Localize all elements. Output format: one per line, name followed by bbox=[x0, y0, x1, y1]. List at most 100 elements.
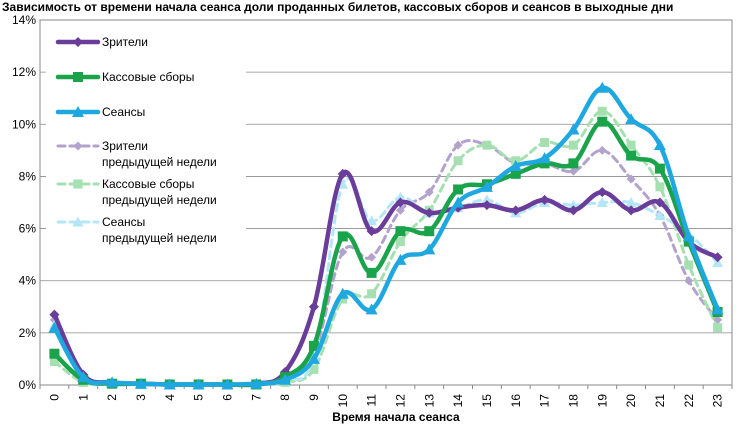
data-point bbox=[711, 303, 724, 315]
data-point bbox=[134, 377, 147, 389]
data-point bbox=[424, 207, 435, 218]
data-point bbox=[367, 289, 377, 299]
data-point bbox=[395, 197, 406, 208]
x-tick-label: 20 bbox=[624, 394, 638, 408]
legend-label: предыдущей недели bbox=[102, 193, 217, 207]
x-tick-label: 3 bbox=[134, 394, 148, 401]
y-tick-label: 12% bbox=[12, 65, 36, 79]
legend-label: предыдущей недели bbox=[102, 155, 217, 169]
data-point bbox=[366, 215, 378, 226]
data-point bbox=[308, 301, 319, 312]
x-tick-label: 23 bbox=[711, 394, 725, 408]
data-point bbox=[568, 166, 578, 176]
data-point bbox=[568, 140, 578, 150]
data-point bbox=[308, 340, 319, 351]
x-tick-label: 4 bbox=[163, 394, 177, 401]
data-point bbox=[395, 237, 405, 247]
data-point bbox=[625, 197, 637, 207]
legend-label: Кассовые сборы bbox=[102, 70, 194, 84]
data-point bbox=[49, 357, 59, 367]
data-point bbox=[596, 197, 608, 207]
y-tick-label: 8% bbox=[19, 169, 37, 183]
data-point bbox=[395, 226, 406, 237]
x-tick-label: 14 bbox=[451, 394, 465, 408]
data-point bbox=[366, 226, 377, 237]
x-tick-label: 5 bbox=[192, 394, 206, 401]
x-tick-label: 6 bbox=[220, 394, 234, 401]
legend-label: Сеансы bbox=[102, 105, 145, 119]
data-point bbox=[307, 352, 320, 364]
legend-label: предыдущей недели bbox=[102, 231, 217, 245]
x-tick-label: 22 bbox=[682, 394, 696, 408]
data-point bbox=[509, 160, 522, 171]
data-point bbox=[539, 194, 550, 205]
legend-marker bbox=[73, 141, 83, 151]
data-point bbox=[539, 158, 550, 169]
x-tick-label: 2 bbox=[105, 394, 119, 401]
data-point bbox=[453, 140, 463, 150]
data-point bbox=[453, 184, 464, 195]
data-point bbox=[192, 378, 205, 390]
data-point bbox=[481, 200, 492, 211]
legend-label: Зрители bbox=[102, 35, 148, 49]
legend-marker bbox=[73, 179, 83, 189]
data-point bbox=[481, 194, 493, 205]
data-point bbox=[337, 168, 348, 179]
data-point bbox=[540, 138, 550, 148]
x-tick-label: 10 bbox=[336, 394, 350, 408]
x-tick-label: 17 bbox=[538, 394, 552, 408]
data-point bbox=[106, 376, 119, 388]
x-tick-label: 12 bbox=[393, 394, 407, 408]
x-tick-label: 11 bbox=[365, 394, 379, 407]
data-point bbox=[309, 364, 319, 374]
data-point bbox=[713, 323, 723, 333]
data-point bbox=[424, 187, 434, 197]
data-point bbox=[394, 253, 407, 265]
x-tick-label: 18 bbox=[566, 394, 580, 408]
data-point bbox=[367, 252, 377, 262]
data-point bbox=[510, 205, 521, 216]
data-point bbox=[395, 205, 405, 215]
data-point bbox=[684, 260, 694, 270]
data-point bbox=[394, 191, 406, 202]
data-point bbox=[626, 150, 637, 161]
data-point bbox=[48, 321, 61, 333]
data-point bbox=[453, 156, 463, 166]
data-point bbox=[568, 205, 579, 216]
data-point bbox=[684, 276, 694, 286]
data-point bbox=[338, 294, 348, 304]
data-point bbox=[625, 113, 638, 125]
data-point bbox=[366, 267, 377, 278]
data-point bbox=[567, 123, 580, 135]
data-point bbox=[654, 163, 665, 174]
data-point bbox=[510, 168, 521, 179]
x-tick-label: 7 bbox=[249, 394, 263, 401]
data-point bbox=[279, 373, 292, 385]
legend-marker bbox=[72, 216, 84, 227]
legend-label: Зрители bbox=[102, 139, 148, 153]
y-tick-label: 4% bbox=[19, 274, 37, 288]
data-point bbox=[597, 145, 607, 155]
y-tick-label: 2% bbox=[19, 326, 37, 340]
data-point bbox=[655, 182, 665, 192]
data-point bbox=[626, 205, 637, 216]
y-tick-label: 6% bbox=[19, 222, 37, 236]
data-point bbox=[654, 210, 666, 221]
x-tick-label: 16 bbox=[509, 394, 523, 408]
y-tick-label: 14% bbox=[12, 13, 36, 27]
data-point bbox=[337, 231, 348, 242]
data-point bbox=[480, 180, 493, 192]
data-point bbox=[568, 158, 579, 169]
data-point bbox=[49, 348, 60, 359]
data-point bbox=[538, 152, 551, 164]
x-tick-label: 19 bbox=[595, 394, 609, 408]
x-tick-label: 13 bbox=[422, 394, 436, 408]
legend-box bbox=[46, 28, 246, 246]
y-tick-label: 0% bbox=[19, 378, 37, 392]
data-point bbox=[337, 178, 349, 189]
x-tick-label: 8 bbox=[278, 394, 292, 401]
data-point bbox=[682, 230, 695, 242]
data-point bbox=[712, 252, 723, 263]
data-point bbox=[597, 106, 607, 116]
